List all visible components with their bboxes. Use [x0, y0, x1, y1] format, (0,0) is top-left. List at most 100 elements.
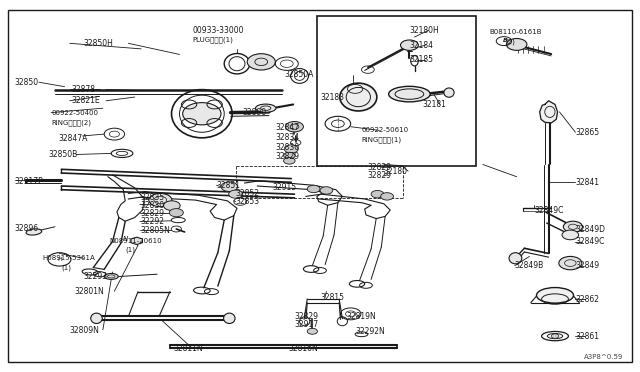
Text: 32835: 32835	[140, 193, 164, 202]
Text: RINGリング(1): RINGリング(1)	[362, 137, 402, 143]
Circle shape	[381, 193, 394, 200]
Circle shape	[506, 38, 527, 50]
Text: 32292: 32292	[140, 218, 164, 227]
Text: 32847: 32847	[275, 123, 300, 132]
Text: 32852: 32852	[236, 189, 260, 198]
Bar	[317, 16, 476, 166]
Circle shape	[371, 190, 384, 198]
Text: 32816N: 32816N	[288, 344, 318, 353]
Ellipse shape	[91, 313, 102, 324]
Ellipse shape	[26, 229, 42, 235]
Text: 32915: 32915	[272, 183, 296, 192]
Text: 32183: 32183	[320, 93, 344, 102]
Text: 32865: 32865	[575, 128, 600, 137]
Ellipse shape	[104, 273, 118, 279]
Text: A3P8^0.59: A3P8^0.59	[584, 354, 623, 360]
Text: 32829: 32829	[368, 171, 392, 180]
Ellipse shape	[255, 104, 276, 112]
Ellipse shape	[388, 86, 430, 102]
Text: 00922-50400: 00922-50400	[52, 110, 99, 116]
Text: 32180H: 32180H	[410, 26, 439, 35]
Circle shape	[284, 152, 295, 159]
Text: 32829: 32829	[140, 209, 164, 218]
Text: 32862: 32862	[575, 295, 600, 304]
Ellipse shape	[340, 83, 377, 111]
Text: 32809N: 32809N	[70, 326, 100, 335]
Circle shape	[170, 209, 183, 217]
Text: PLUGプラグ(1): PLUGプラグ(1)	[192, 36, 233, 43]
Text: N: N	[123, 236, 128, 243]
Text: (1): (1)	[125, 247, 135, 253]
Text: 32890: 32890	[242, 108, 266, 117]
Text: 32293: 32293	[84, 272, 108, 281]
Text: 32850H: 32850H	[84, 39, 113, 48]
Text: (2): (2)	[505, 38, 515, 45]
Text: 32849C: 32849C	[575, 237, 605, 246]
Text: 32185: 32185	[410, 55, 433, 64]
Text: 32829: 32829	[368, 163, 392, 172]
Text: 32830: 32830	[275, 142, 300, 151]
Ellipse shape	[509, 253, 522, 264]
Text: 32850B: 32850B	[49, 150, 78, 159]
Text: 32850A: 32850A	[285, 70, 314, 79]
Text: 32841: 32841	[575, 178, 600, 187]
Circle shape	[320, 187, 333, 194]
Circle shape	[559, 256, 582, 270]
Ellipse shape	[223, 313, 235, 324]
Text: 32811N: 32811N	[173, 344, 203, 353]
Text: 32847A: 32847A	[58, 134, 88, 143]
Circle shape	[228, 190, 243, 198]
Text: 32830: 32830	[140, 201, 164, 210]
Text: 32829: 32829	[294, 312, 319, 321]
Text: 32849D: 32849D	[575, 225, 605, 234]
Ellipse shape	[444, 88, 454, 97]
Text: 32184: 32184	[410, 41, 433, 50]
Circle shape	[307, 185, 320, 193]
Text: 32917: 32917	[294, 321, 319, 330]
Circle shape	[164, 201, 180, 211]
Text: 32896: 32896	[15, 224, 39, 233]
Circle shape	[284, 145, 298, 153]
Text: RINGリング(2): RINGリング(2)	[52, 119, 92, 126]
Text: 32878: 32878	[71, 85, 95, 94]
Text: 32849B: 32849B	[515, 261, 544, 270]
Text: 32849C: 32849C	[534, 206, 563, 215]
Circle shape	[551, 334, 559, 338]
Circle shape	[563, 221, 582, 232]
Text: 32801N: 32801N	[74, 287, 104, 296]
Text: 32853: 32853	[236, 197, 260, 206]
Text: B: B	[503, 38, 508, 43]
Text: 32834: 32834	[275, 133, 300, 142]
Polygon shape	[131, 237, 143, 244]
Text: H08915-5361A: H08915-5361A	[42, 255, 95, 261]
Text: (1): (1)	[61, 264, 72, 271]
Text: 32815: 32815	[320, 293, 344, 302]
Text: 32850: 32850	[15, 78, 39, 87]
Text: 32821E: 32821E	[71, 96, 100, 105]
Circle shape	[149, 193, 172, 207]
Circle shape	[401, 40, 419, 50]
Text: 32292N: 32292N	[355, 327, 385, 336]
Circle shape	[284, 157, 295, 164]
Circle shape	[285, 122, 303, 132]
Text: 32917P: 32917P	[15, 177, 44, 186]
Text: 32181: 32181	[422, 100, 446, 109]
Text: 00922-50610: 00922-50610	[362, 127, 408, 134]
Circle shape	[307, 328, 317, 334]
Text: 32819N: 32819N	[347, 312, 376, 321]
Circle shape	[247, 54, 275, 70]
Text: 32861: 32861	[575, 331, 600, 341]
Circle shape	[221, 182, 237, 192]
Text: B08110-6161B: B08110-6161B	[489, 29, 541, 35]
Text: 32849: 32849	[575, 261, 600, 270]
Text: 32851: 32851	[216, 181, 241, 190]
Text: 32805N: 32805N	[140, 225, 170, 235]
Polygon shape	[540, 101, 557, 123]
Circle shape	[562, 230, 579, 240]
Ellipse shape	[536, 288, 573, 303]
Text: 32829: 32829	[275, 152, 300, 161]
Text: H: H	[57, 257, 62, 262]
Circle shape	[182, 103, 221, 125]
Text: 00933-33000: 00933-33000	[192, 26, 244, 35]
Text: N08911-20610: N08911-20610	[109, 238, 162, 244]
